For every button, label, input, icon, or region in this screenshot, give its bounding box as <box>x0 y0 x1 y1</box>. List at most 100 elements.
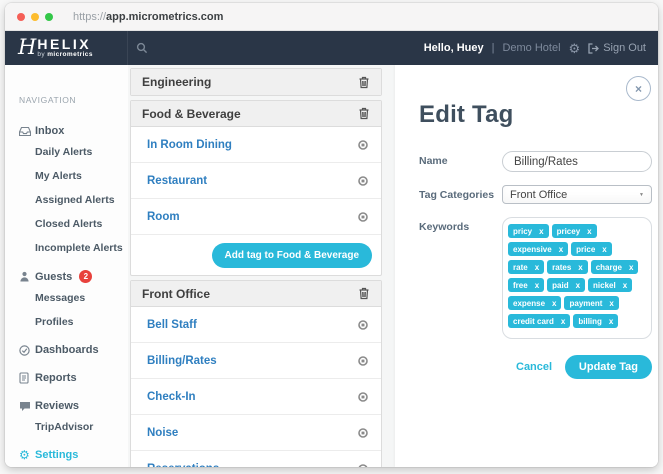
settings-gear-icon: ⚙ <box>19 448 30 462</box>
remove-keyword-icon[interactable]: x <box>578 262 583 272</box>
remove-keyword-icon[interactable]: x <box>560 316 566 326</box>
update-tag-button[interactable]: Update Tag <box>564 355 652 379</box>
trash-icon[interactable] <box>358 287 370 300</box>
category-name: Engineering <box>142 75 212 89</box>
keyword-chip: rate x <box>508 260 545 274</box>
keyword-label: charge <box>595 262 622 272</box>
close-window-button[interactable] <box>17 12 25 21</box>
keyword-label: pricy <box>513 226 533 236</box>
tag-link[interactable]: Noise <box>147 426 179 439</box>
sidebar-item-my-alerts[interactable]: My Alerts <box>35 170 82 182</box>
tag-row: Bell Staff <box>131 307 381 343</box>
sidebar-item-assigned-alerts[interactable]: Assigned Alerts <box>35 194 115 206</box>
close-icon[interactable]: × <box>626 76 651 101</box>
sidebar-item-reviews[interactable]: Reviews <box>19 400 128 412</box>
tag-row: Check-In <box>131 379 381 415</box>
sidebar-item-messages[interactable]: Messages <box>35 292 86 304</box>
remove-tag-icon[interactable] <box>358 355 368 366</box>
sidebar: NAVIGATION Inbox Daily Alerts My Alerts … <box>5 65 128 467</box>
sidebar-item-label: Dashboards <box>35 344 99 356</box>
sidebar-item-profiles[interactable]: Profiles <box>35 316 74 328</box>
chevron-down-icon: ▼ <box>639 191 644 198</box>
remove-keyword-icon[interactable]: x <box>539 226 544 236</box>
category-header: Engineering <box>131 69 381 95</box>
remove-tag-icon[interactable] <box>358 139 368 150</box>
sidebar-item-guests[interactable]: Guests 2 <box>19 270 128 283</box>
remove-tag-icon[interactable] <box>358 319 368 330</box>
sign-out-label: Sign Out <box>603 42 646 54</box>
tag-link[interactable]: Bell Staff <box>147 318 197 331</box>
keyword-label: billing <box>578 316 602 326</box>
browser-window: https://app.micrometrics.com H HELIX by … <box>5 3 658 467</box>
remove-tag-icon[interactable] <box>358 175 368 186</box>
trash-icon[interactable] <box>358 107 370 120</box>
tag-row: Billing/Rates <box>131 343 381 379</box>
app-header: H HELIX by micrometrics Hello, Huey | De… <box>5 31 658 65</box>
tag-link[interactable]: In Room Dining <box>147 138 232 151</box>
tag-link[interactable]: Reservations <box>147 463 219 467</box>
zoom-window-button[interactable] <box>45 12 53 21</box>
sidebar-item-reports[interactable]: Reports <box>19 372 128 384</box>
tag-link[interactable]: Room <box>147 210 180 223</box>
remove-tag-icon[interactable] <box>358 427 368 438</box>
brand-name: HELIX <box>37 36 92 53</box>
keyword-chip: expensive x <box>508 242 569 256</box>
keyword-chip: free x <box>508 278 545 292</box>
keyword-chip: pricy x <box>508 224 549 238</box>
keyword-chip: rates x <box>547 260 588 274</box>
keywords-label: Keywords <box>419 221 470 233</box>
sidebar-item-dashboards[interactable]: Dashboards <box>19 344 128 356</box>
tag-row: In Room Dining <box>131 127 381 163</box>
sidebar-item-label: Settings <box>35 449 79 461</box>
remove-keyword-icon[interactable]: x <box>602 244 607 254</box>
remove-keyword-icon[interactable]: x <box>622 280 628 290</box>
add-tag-button[interactable]: Add tag to Food & Beverage <box>211 242 372 268</box>
tag-name-input[interactable] <box>502 151 652 172</box>
keyword-label: credit card <box>513 316 554 326</box>
sidebar-item-incomplete-alerts[interactable]: Incomplete Alerts <box>35 242 123 254</box>
keyword-label: nickel <box>593 280 616 290</box>
cancel-button[interactable]: Cancel <box>516 361 553 373</box>
tag-link[interactable]: Billing/Rates <box>147 354 217 367</box>
address-bar[interactable]: https://app.micrometrics.com <box>73 11 223 23</box>
keyword-label: price <box>576 244 596 254</box>
tag-link[interactable]: Restaurant <box>147 174 208 187</box>
remove-keyword-icon[interactable]: x <box>587 226 592 236</box>
sidebar-item-tripadvisor[interactable]: TripAdvisor <box>35 421 94 433</box>
selected-category: Front Office <box>510 188 568 201</box>
remove-keyword-icon[interactable]: x <box>575 280 581 290</box>
remove-tag-icon[interactable] <box>358 464 368 467</box>
hotel-name: Demo Hotel <box>502 42 561 54</box>
category-header: Front Office <box>131 281 381 307</box>
remove-keyword-icon[interactable]: x <box>558 244 564 254</box>
sidebar-item-inbox[interactable]: Inbox <box>19 125 128 137</box>
sign-out-button[interactable]: Sign Out <box>588 42 646 54</box>
search-icon <box>136 42 148 54</box>
sidebar-item-settings[interactable]: ⚙ Settings <box>19 449 128 461</box>
remove-keyword-icon[interactable]: x <box>609 298 614 308</box>
tag-link[interactable]: Check-In <box>147 390 196 403</box>
category-header: Food & Beverage <box>131 101 381 127</box>
reviews-icon <box>19 401 35 412</box>
remove-tag-icon[interactable] <box>358 391 368 402</box>
keywords-box[interactable]: pricy x pricey x expensive x price x rate x r… <box>502 217 652 339</box>
header-search[interactable] <box>128 42 148 54</box>
keyword-chip: expense x <box>508 296 562 310</box>
sidebar-item-daily-alerts[interactable]: Daily Alerts <box>35 146 93 158</box>
sign-out-icon <box>588 42 600 54</box>
trash-icon[interactable] <box>358 76 370 89</box>
remove-keyword-icon[interactable]: x <box>628 262 634 272</box>
keyword-label: paid <box>552 280 569 290</box>
keyword-label: rate <box>513 262 528 272</box>
tag-category-select[interactable]: Front Office ▼ <box>502 185 652 204</box>
remove-tag-icon[interactable] <box>358 211 368 222</box>
remove-keyword-icon[interactable]: x <box>608 316 614 326</box>
remove-keyword-icon[interactable]: x <box>534 262 540 272</box>
minimize-window-button[interactable] <box>31 12 39 21</box>
sidebar-item-closed-alerts[interactable]: Closed Alerts <box>35 218 103 230</box>
url-scheme: https:// <box>73 10 107 23</box>
remove-keyword-icon[interactable]: x <box>534 280 540 290</box>
gear-icon[interactable]: ⚙ <box>568 40 581 56</box>
remove-keyword-icon[interactable]: x <box>552 298 557 308</box>
keyword-label: payment <box>569 298 603 308</box>
